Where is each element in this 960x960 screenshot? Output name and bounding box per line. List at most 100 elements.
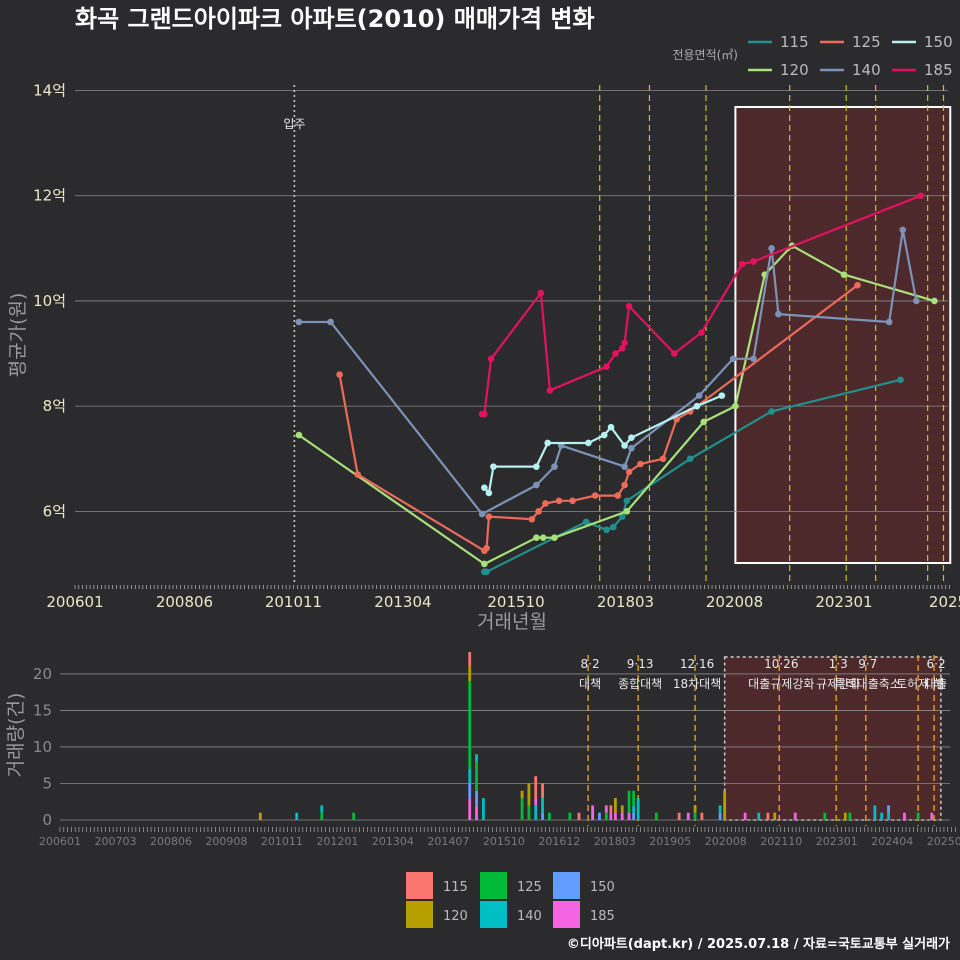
volume-bar-120	[773, 812, 777, 820]
volume-x-tick-label: 202110	[760, 835, 802, 848]
legend-label-185: 185	[924, 61, 953, 79]
data-point-120	[533, 534, 540, 541]
event-date: 10·26	[764, 657, 798, 671]
volume-legend-label-185: 185	[590, 909, 615, 924]
volume-bar-140	[632, 805, 636, 813]
volume-legend-key-150	[553, 872, 580, 899]
volume-bar-185	[475, 805, 478, 820]
legend-label-125: 125	[852, 33, 881, 51]
volume-y-tick-label: 0	[42, 811, 52, 829]
data-point-185	[621, 339, 628, 347]
volume-bar-140	[718, 805, 722, 813]
y-axis-title: 평균가(원)	[7, 293, 29, 378]
volume-bar-140	[481, 798, 485, 820]
x-tick-label: 202008	[706, 593, 763, 611]
data-point-115	[619, 513, 626, 520]
data-point-140	[327, 318, 334, 326]
x-tick-label: 201011	[265, 593, 322, 611]
data-point-140	[628, 444, 635, 452]
event-label: 종합대책	[618, 676, 662, 691]
data-point-140	[913, 297, 920, 305]
volume-bar-185	[604, 805, 608, 813]
legend-label-115: 115	[780, 33, 809, 51]
y-tick-label: 12억	[33, 187, 66, 205]
volume-legend-label-120: 120	[443, 909, 468, 924]
volume-bar-185	[591, 805, 595, 820]
data-point-185	[612, 350, 619, 357]
x-tick-label: 200601	[46, 593, 103, 611]
data-point-125	[659, 455, 667, 463]
data-point-150	[607, 423, 615, 431]
price-plot: 6억 8억 10억 12억 14억 200601 200806 201011 201304 201…	[7, 82, 960, 633]
volume-legend-key-120	[406, 901, 433, 928]
volume-x-tick-label: 201011	[261, 835, 303, 848]
volume-y-tick-label: 10	[33, 738, 52, 756]
data-point-125	[637, 460, 644, 468]
volume-bar-120	[723, 790, 727, 820]
data-point-150	[490, 463, 497, 470]
volume-legend: 115 120 125 140 150 185	[406, 872, 615, 928]
volume-bar-115	[577, 812, 581, 820]
volume-bar-125	[475, 761, 478, 791]
x-tick-label: 202301	[815, 593, 872, 611]
volume-x-tick-label: 200908	[205, 835, 247, 848]
y-tick-label: 14억	[33, 82, 66, 100]
volume-legend-label-115: 115	[443, 880, 468, 895]
volume-bar-185	[609, 812, 613, 820]
data-point-125	[528, 515, 536, 523]
x-axis-title: 거래년월	[477, 611, 547, 633]
y-tick-label: 6억	[43, 502, 66, 520]
x-tick-label: 201803	[597, 593, 654, 611]
data-point-125	[614, 492, 622, 499]
volume-bar-150	[468, 783, 472, 799]
volume-x-tick-label: 202506	[927, 835, 960, 848]
volume-bar-185	[903, 812, 906, 820]
data-point-185	[487, 355, 495, 363]
volume-bar-150	[632, 812, 636, 820]
event-date: 12·16	[680, 657, 714, 671]
volume-bar-125	[547, 812, 551, 820]
volume-bar-140	[534, 805, 538, 820]
volume-bar-140	[475, 754, 478, 762]
volume-x-tick-label: 201304	[372, 835, 414, 848]
data-point-120	[931, 297, 938, 305]
volume-legend-key-115	[406, 872, 433, 899]
data-point-140	[551, 463, 558, 470]
data-point-150	[544, 439, 551, 447]
data-point-140	[775, 310, 782, 318]
data-point-150	[533, 463, 540, 470]
volume-y-tick-label: 5	[42, 774, 52, 792]
volume-bar-115	[468, 652, 472, 667]
volume-bar-185	[627, 812, 631, 820]
data-point-125	[354, 471, 362, 478]
data-point-115	[768, 408, 775, 415]
volume-bar-125	[604, 812, 608, 820]
volume-bar-150	[541, 812, 544, 820]
event-label: 대출규제강화	[748, 677, 814, 691]
volume-bar-120	[468, 666, 472, 682]
y-tick-label: 8억	[43, 397, 66, 415]
volume-x-tick-label: 202404	[871, 835, 913, 848]
volume-bar-150	[598, 812, 601, 820]
volume-x-tick-label: 201803	[594, 835, 636, 848]
data-point-140	[295, 318, 303, 326]
data-point-185	[625, 302, 633, 310]
volume-bar-140	[541, 798, 544, 813]
data-point-125	[535, 508, 542, 515]
volume-x-tick-label: 202008	[705, 835, 747, 848]
volume-bar-120	[693, 805, 697, 813]
volume-bar-125	[654, 812, 658, 820]
volume-legend-key-185	[553, 901, 580, 928]
event-date: 8·2	[581, 657, 600, 671]
volume-bar-125	[520, 798, 524, 820]
volume-bar-150	[887, 805, 890, 813]
data-point-140	[729, 355, 737, 363]
data-point-125	[555, 497, 563, 505]
volume-plot: 0 5 10 15 20 거래량(건) 200601 200703 200806 200908 20…	[5, 652, 960, 848]
occupancy-label: 입주	[283, 117, 305, 131]
volume-legend-key-140	[480, 901, 507, 928]
data-point-140	[533, 481, 540, 489]
volume-bar-140	[757, 812, 761, 820]
data-point-140	[885, 318, 893, 326]
